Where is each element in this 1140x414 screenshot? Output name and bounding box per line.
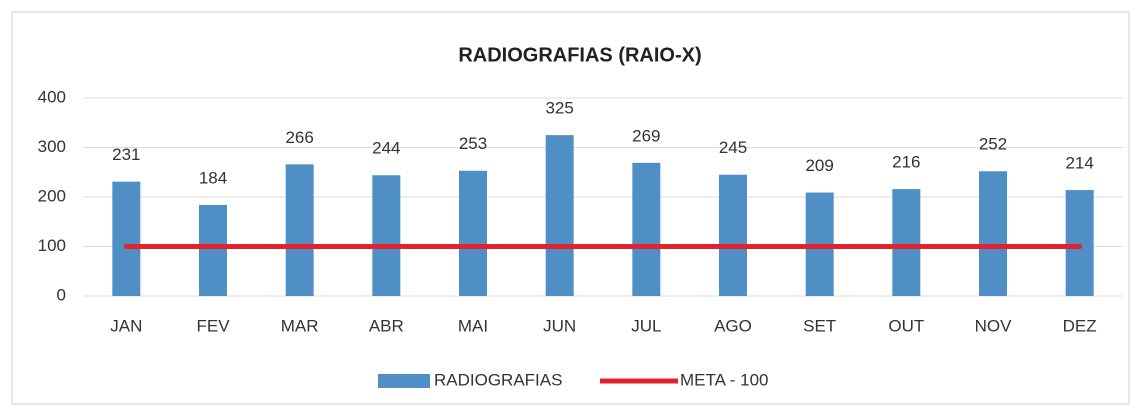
bar bbox=[979, 171, 1007, 296]
data-label: 216 bbox=[892, 153, 920, 172]
x-tick-label: MAR bbox=[281, 316, 319, 335]
x-tick-label: MAI bbox=[458, 316, 488, 335]
data-label: 231 bbox=[112, 145, 140, 164]
data-label: 209 bbox=[805, 156, 833, 175]
bar bbox=[459, 170, 487, 296]
y-tick-label: 400 bbox=[38, 87, 66, 106]
data-label: 252 bbox=[979, 135, 1007, 154]
data-label: 244 bbox=[372, 139, 400, 158]
x-tick-label: JAN bbox=[110, 316, 142, 335]
data-label: 245 bbox=[719, 138, 747, 157]
x-tick-label: OUT bbox=[888, 316, 924, 335]
x-tick-label: JUN bbox=[543, 316, 576, 335]
data-label: 269 bbox=[632, 126, 660, 145]
bar bbox=[632, 162, 661, 296]
data-label: 325 bbox=[545, 99, 573, 118]
bar bbox=[285, 164, 314, 296]
bar bbox=[112, 181, 141, 296]
legend-swatch bbox=[378, 374, 430, 388]
legend-label: META - 100 bbox=[680, 370, 769, 389]
chart-title: RADIOGRAFIAS (RAIO-X) bbox=[458, 44, 701, 66]
bar bbox=[1065, 190, 1094, 296]
x-tick-label: DEZ bbox=[1063, 316, 1097, 335]
legend-label: RADIOGRAFIAS bbox=[434, 370, 562, 389]
bar bbox=[199, 204, 227, 296]
y-tick-label: 100 bbox=[38, 236, 66, 255]
x-tick-label: FEV bbox=[196, 316, 230, 335]
x-tick-label: JUL bbox=[631, 316, 661, 335]
bar bbox=[545, 135, 574, 296]
data-label: 214 bbox=[1065, 154, 1093, 173]
bar bbox=[892, 189, 921, 296]
y-tick-label: 0 bbox=[57, 285, 66, 304]
y-tick-label: 300 bbox=[38, 137, 66, 156]
bar bbox=[719, 174, 747, 296]
data-label: 266 bbox=[285, 128, 313, 147]
x-tick-label: ABR bbox=[369, 316, 404, 335]
data-label: 184 bbox=[199, 168, 227, 187]
x-tick-label: NOV bbox=[975, 316, 1013, 335]
y-tick-label: 200 bbox=[38, 186, 66, 205]
data-label: 253 bbox=[459, 134, 487, 153]
x-tick-label: SET bbox=[803, 316, 836, 335]
x-tick-label: AGO bbox=[714, 316, 752, 335]
bar bbox=[372, 175, 401, 296]
